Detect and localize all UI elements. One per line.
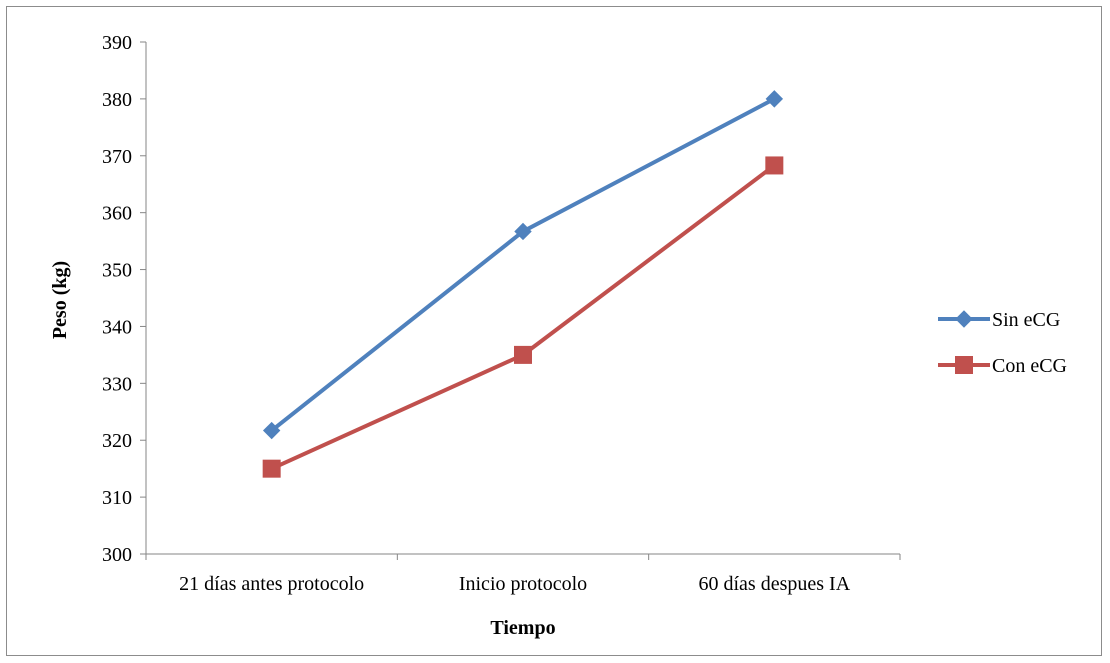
- legend-marker: [955, 310, 973, 328]
- series-group: [262, 90, 784, 478]
- data-point: [514, 345, 532, 364]
- series-0: [262, 90, 784, 440]
- y-axis-ticks: 300 310 320 330 340 350 360 370 380 390: [102, 32, 146, 566]
- legend-label: Sin eCG: [992, 309, 1060, 331]
- legend-label: Con eCG: [992, 355, 1067, 377]
- data-point: [765, 90, 784, 108]
- data-point: [262, 421, 281, 440]
- x-axis-ticks: 21 días antes protocolo Inicio protocolo 6…: [145, 554, 901, 595]
- y-tick-label: 300: [102, 544, 132, 566]
- y-axis-title: Peso (kg): [49, 261, 71, 339]
- series-1: [262, 156, 784, 478]
- legend-marker: [955, 356, 973, 374]
- y-tick-label: 310: [102, 487, 132, 509]
- y-tick-label: 390: [102, 32, 132, 54]
- y-tick-label: 350: [102, 260, 132, 282]
- y-tick-label: 360: [102, 203, 132, 225]
- data-point: [514, 222, 532, 241]
- data-point: [262, 459, 281, 478]
- series-line: [270, 97, 776, 433]
- y-tick-label: 380: [102, 89, 132, 111]
- data-point: [765, 156, 784, 175]
- legend: Sin eCG Con eCG: [938, 309, 1067, 377]
- y-tick-label: 320: [102, 430, 132, 452]
- series-line: [270, 163, 776, 471]
- x-tick-label: 60 días despues IA: [699, 573, 851, 595]
- x-tick-label: 21 días antes protocolo: [179, 573, 364, 595]
- y-tick-label: 370: [102, 146, 132, 168]
- x-axis-title: Tiempo: [490, 617, 555, 639]
- legend-item: Sin eCG: [938, 309, 1060, 331]
- axes: [145, 42, 900, 555]
- legend-item: Con eCG: [938, 355, 1067, 377]
- y-tick-label: 340: [102, 316, 132, 338]
- x-tick-label: Inicio protocolo: [459, 573, 587, 595]
- y-tick-label: 330: [102, 373, 132, 395]
